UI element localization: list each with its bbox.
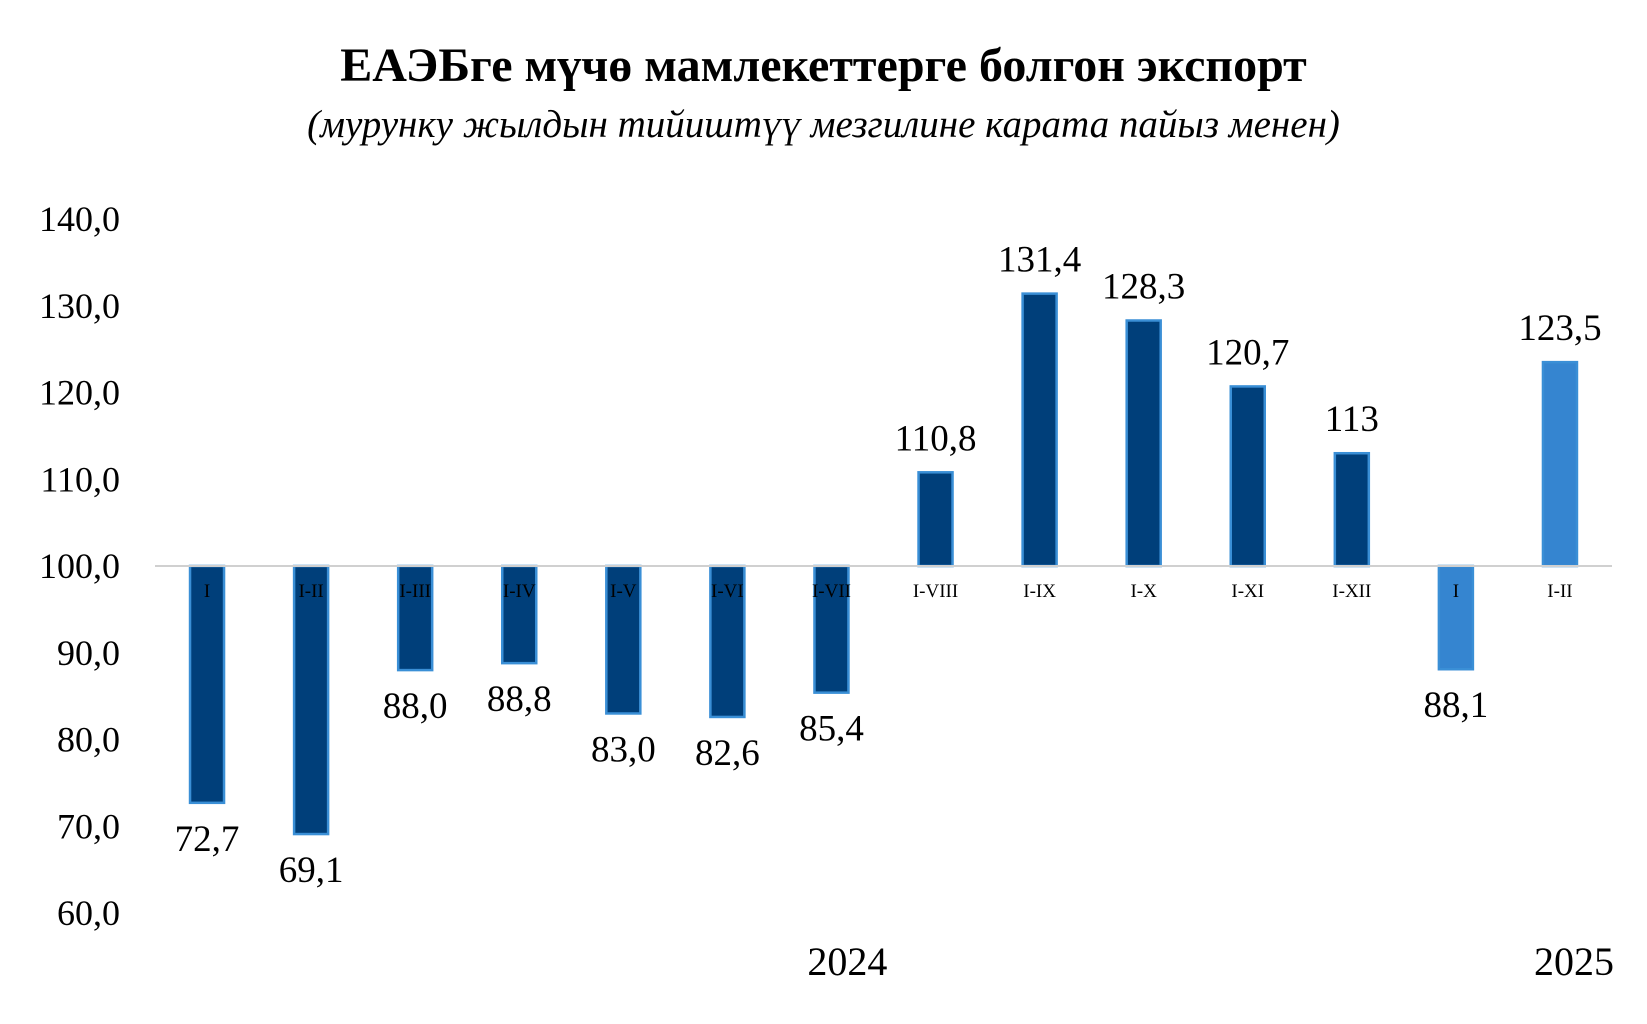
- y-tick-label: 110,0: [40, 459, 120, 499]
- category-label: I: [1453, 581, 1459, 602]
- category-label: I-XI: [1231, 581, 1264, 602]
- data-label: 82,6: [695, 733, 760, 774]
- data-label: 69,1: [279, 850, 344, 891]
- bar: [709, 564, 746, 719]
- category-labels: I I-II I-III I-IV I-V I-VI I-VII I-VIII I-IX I-X I…: [204, 581, 1573, 602]
- data-label: 113: [1325, 399, 1379, 440]
- value-labels: 72,7 69,1 88,0 88,8 83,0 82,6 85,4 110,8 131,4 12…: [175, 240, 1602, 891]
- year-label: 2024: [807, 939, 887, 984]
- data-label: 72,7: [175, 819, 240, 860]
- bar: [1229, 385, 1266, 568]
- data-label: 85,4: [799, 709, 864, 750]
- y-tick-label: 130,0: [39, 286, 120, 326]
- y-tick-label: 70,0: [57, 806, 120, 846]
- bar: [1125, 319, 1162, 568]
- y-tick-label: 60,0: [57, 893, 120, 933]
- y-tick-label: 120,0: [39, 373, 120, 413]
- data-label: 88,8: [487, 679, 552, 720]
- y-axis: 60,0 70,0 80,0 90,0 100,0 110,0 120,0 130,0 140,…: [39, 199, 120, 933]
- y-tick-label: 100,0: [39, 546, 120, 586]
- bar: [501, 564, 538, 665]
- category-label: I-X: [1130, 581, 1157, 602]
- data-label: 83,0: [591, 729, 656, 770]
- data-label: 128,3: [1102, 266, 1185, 307]
- chart-title: ЕАЭБге мүчө мамлекеттерге болгон экспорт: [340, 39, 1307, 92]
- data-label: 110,8: [895, 418, 977, 459]
- category-label: I-VIII: [913, 581, 958, 602]
- data-label: 120,7: [1206, 332, 1289, 373]
- year-labels: 2024 2025: [807, 939, 1614, 984]
- category-label: I-IX: [1023, 581, 1056, 602]
- category-label: I-XII: [1332, 581, 1371, 602]
- bars: [188, 292, 1579, 836]
- bar: [1437, 564, 1475, 671]
- y-tick-label: 90,0: [57, 633, 120, 673]
- bar: [813, 564, 850, 694]
- category-label: I-II: [298, 581, 323, 602]
- category-label: I-V: [610, 581, 637, 602]
- category-label: I-III: [399, 581, 431, 602]
- data-label: 88,0: [383, 686, 448, 727]
- category-label: I-II: [1547, 581, 1572, 602]
- y-tick-label: 80,0: [57, 720, 120, 760]
- data-label: 123,5: [1518, 308, 1601, 349]
- data-label: 88,1: [1424, 685, 1489, 726]
- category-label: I-VI: [711, 581, 744, 602]
- y-tick-label: 140,0: [39, 199, 120, 239]
- chart-subtitle: (мурунку жылдын тийиштүү мезгилине карат…: [307, 103, 1340, 146]
- bar: [917, 471, 954, 568]
- category-label: I-IV: [503, 581, 536, 602]
- data-label: 131,4: [998, 240, 1081, 281]
- category-label: I-VII: [812, 581, 851, 602]
- bar: [1021, 292, 1058, 568]
- category-label: I: [204, 581, 210, 602]
- bar: [1333, 451, 1371, 568]
- bar: [396, 564, 434, 672]
- bar: [292, 564, 330, 836]
- year-label: 2025: [1534, 939, 1614, 984]
- bar: [1541, 360, 1579, 568]
